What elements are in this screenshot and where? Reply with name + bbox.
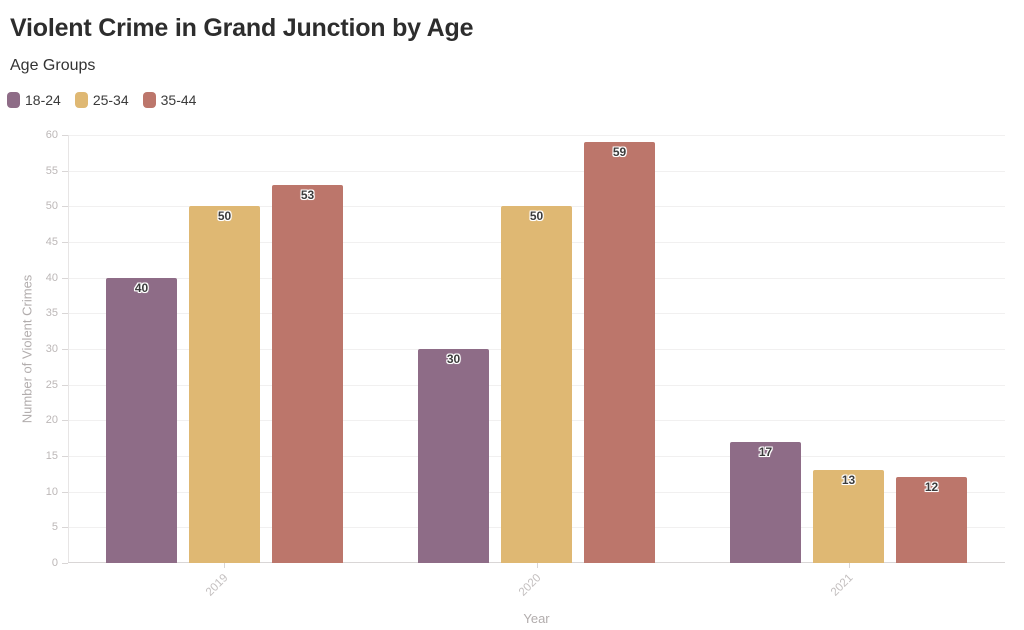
y-tick-mark — [62, 420, 68, 421]
y-tick-mark — [62, 456, 68, 457]
legend-label: 25-34 — [92, 92, 129, 108]
x-tick-mark — [224, 563, 225, 568]
y-axis-line — [68, 135, 69, 563]
y-tick-mark — [62, 171, 68, 172]
plot-area: 40 50 53 30 50 59 17 13 12 — [68, 135, 1005, 563]
y-tick-mark — [62, 385, 68, 386]
y-tick-label: 55 — [45, 165, 58, 177]
bar-value-label: 59 — [612, 145, 627, 159]
bar-2021-25-34 — [813, 470, 884, 563]
y-tick-label: 60 — [45, 129, 58, 141]
y-tick-label: 10 — [45, 486, 58, 498]
legend-label: 35-44 — [160, 92, 197, 108]
legend-swatch — [74, 92, 88, 108]
legend-label: 18-24 — [25, 92, 61, 108]
bar-2020-25-34 — [501, 206, 572, 563]
legend-swatch — [7, 92, 20, 108]
legend-title: Age Groups — [10, 57, 96, 74]
y-tick-mark — [62, 278, 68, 279]
x-axis-title: Year — [523, 611, 550, 626]
bar-2020-18-24 — [418, 349, 489, 563]
bar-value-label: 12 — [924, 480, 939, 494]
bar-2019-35-44 — [272, 185, 343, 563]
legend: 18-24 25-34 35-44 — [7, 92, 196, 108]
bar-2019-25-34 — [189, 206, 260, 563]
y-tick-label: 35 — [45, 307, 58, 319]
bar-value-label: 53 — [300, 188, 315, 202]
bar-2021-35-44 — [896, 477, 967, 563]
x-tick-mark — [537, 563, 538, 568]
y-tick-label: 40 — [45, 272, 58, 284]
y-tick-label: 15 — [45, 450, 58, 462]
bar-value-label: 30 — [446, 352, 461, 366]
legend-item-25-34: 25-34 — [74, 92, 129, 108]
y-tick-mark — [62, 527, 68, 528]
bar-value-label: 13 — [841, 473, 856, 487]
legend-swatch — [142, 92, 156, 108]
chart-title: Violent Crime in Grand Junction by Age — [10, 14, 474, 42]
y-tick-label: 45 — [45, 236, 58, 248]
y-tick-label: 50 — [45, 200, 58, 212]
bar-value-label: 50 — [529, 209, 544, 223]
y-tick-mark — [62, 135, 68, 136]
bar-2019-18-24 — [106, 278, 177, 563]
legend-item-35-44: 35-44 — [142, 92, 197, 108]
legend-item-18-24: 18-24 — [7, 92, 61, 108]
y-tick-label: 25 — [45, 379, 58, 391]
bar-2021-18-24 — [730, 442, 801, 563]
y-tick-label: 5 — [51, 521, 58, 533]
y-tick-label: 0 — [51, 557, 58, 569]
bar-value-label: 17 — [758, 445, 773, 459]
gridline — [68, 171, 1005, 172]
y-tick-mark — [62, 313, 68, 314]
y-tick-mark — [62, 206, 68, 207]
y-tick-mark — [62, 563, 68, 564]
y-tick-mark — [62, 242, 68, 243]
bar-value-label: 50 — [217, 209, 232, 223]
x-tick-mark — [849, 563, 850, 568]
bar-value-label: 40 — [134, 281, 149, 295]
gridline — [68, 135, 1005, 136]
y-tick-label: 20 — [45, 414, 58, 426]
bar-2020-35-44 — [584, 142, 655, 563]
y-tick-mark — [62, 492, 68, 493]
y-tick-mark — [62, 349, 68, 350]
y-tick-label: 30 — [45, 343, 58, 355]
